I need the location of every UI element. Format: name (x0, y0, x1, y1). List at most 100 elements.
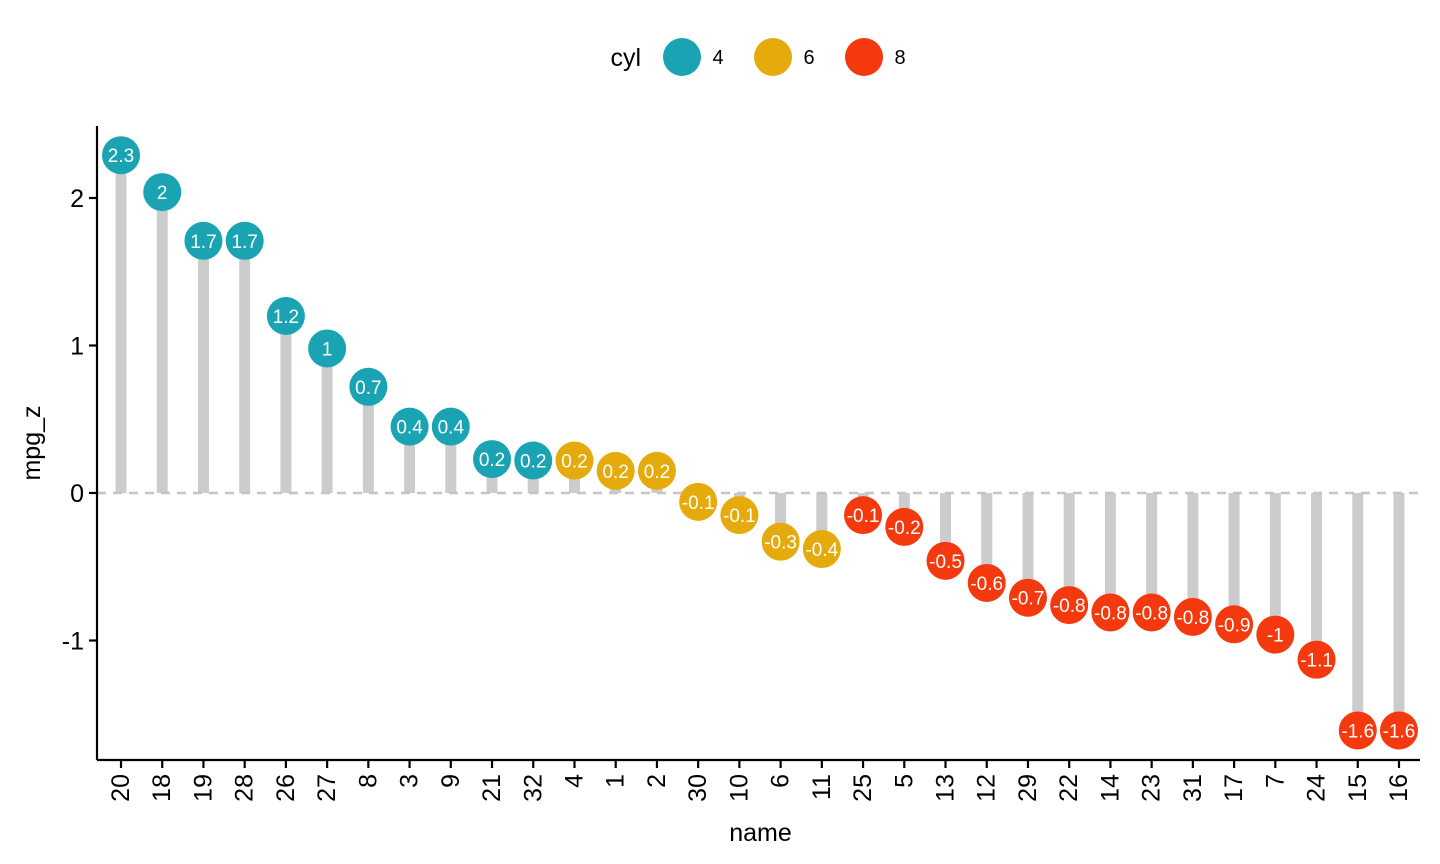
x-axis-label: name (729, 819, 792, 847)
x-tick-label-29: 29 (1014, 774, 1042, 802)
point-label-8: 0.7 (355, 378, 381, 399)
point-label-11: -0.4 (805, 540, 838, 561)
x-tick-label-6: 6 (767, 774, 795, 788)
legend-title: cyl (610, 44, 641, 72)
point-label-12: -0.6 (970, 574, 1003, 595)
point-label-24: -1.1 (1300, 651, 1333, 672)
legend-swatch-cyl-4 (663, 38, 701, 76)
point-label-29: -0.7 (1012, 589, 1045, 610)
point-6 (761, 522, 800, 561)
x-tick-label-25: 25 (849, 774, 877, 802)
point-label-18: 2 (157, 183, 168, 204)
x-tick-label-17: 17 (1220, 774, 1248, 802)
point-label-31: -0.8 (1176, 608, 1209, 629)
point-22 (1050, 586, 1089, 625)
x-tick-label-21: 21 (478, 774, 506, 802)
point-label-1: 0.2 (602, 462, 628, 483)
legend: cyl 4 6 8 (610, 38, 906, 76)
point-14 (1091, 593, 1130, 632)
point-3 (390, 407, 429, 446)
point-12 (967, 563, 1006, 602)
point-29 (1008, 578, 1047, 617)
x-tick-label-15: 15 (1344, 774, 1372, 802)
point-30 (679, 482, 718, 521)
x-tick-label-16: 16 (1385, 774, 1413, 802)
point-label-3: 0.4 (396, 418, 423, 439)
y-axis-label: mpg_z (18, 405, 46, 480)
point-31 (1173, 597, 1212, 636)
y-tick-label-2: 2 (70, 185, 84, 213)
legend-label-cyl-8: 8 (894, 47, 905, 69)
x-tick-label-13: 13 (932, 774, 960, 802)
point-label-21: 0.2 (479, 450, 505, 471)
x-tick-label-10: 10 (725, 774, 753, 802)
point-9 (431, 407, 470, 446)
x-tick-label-18: 18 (148, 774, 176, 802)
point-label-10: -0.1 (723, 506, 756, 527)
point-10 (720, 496, 759, 535)
point-label-13: -0.5 (929, 552, 962, 573)
x-tick-label-14: 14 (1096, 774, 1124, 802)
point-28 (225, 221, 264, 260)
x-tick-label-12: 12 (973, 774, 1001, 802)
x-tick-label-27: 27 (313, 774, 341, 802)
x-tick-label-23: 23 (1138, 774, 1166, 802)
point-label-25: -0.1 (847, 506, 880, 527)
x-tick-label-22: 22 (1055, 774, 1083, 802)
point-25 (844, 496, 883, 535)
x-tick-label-28: 28 (231, 774, 259, 802)
point-label-17: -0.9 (1218, 615, 1251, 636)
point-15 (1338, 711, 1377, 750)
point-19 (184, 221, 223, 260)
point-23 (1132, 593, 1171, 632)
legend-label-cyl-4: 4 (712, 47, 723, 69)
point-27 (308, 329, 347, 368)
x-tick-label-4: 4 (560, 774, 588, 788)
point-label-2: 0.2 (644, 462, 670, 483)
point-13 (926, 541, 965, 580)
point-2 (637, 451, 676, 490)
point-8 (349, 367, 388, 406)
point-label-30: -0.1 (682, 493, 715, 514)
point-label-20: 2.3 (108, 146, 134, 167)
point-4 (555, 441, 594, 480)
legend-label-cyl-6: 6 (803, 47, 814, 69)
point-11 (802, 530, 841, 569)
point-label-16: -1.6 (1383, 721, 1416, 742)
x-tick-label-32: 32 (519, 774, 547, 802)
point-7 (1256, 615, 1295, 654)
y-tick-label-0: 0 (70, 480, 84, 508)
x-tick-label-30: 30 (684, 774, 712, 802)
x-tick-label-7: 7 (1261, 774, 1289, 788)
x-tick-label-8: 8 (354, 774, 382, 788)
point-26 (266, 297, 305, 335)
x-tick-label-31: 31 (1179, 774, 1207, 802)
point-label-15: -1.6 (1341, 721, 1374, 742)
axes: 210-1 20 18 19 28 26 27 8 3 9 21 32 4 1 2 30 10 6 11 25 5 13… (18, 126, 1420, 847)
y-tick-label--1: -1 (62, 628, 84, 656)
point-label-27: 1 (322, 339, 333, 360)
plot-area: 2.3 2 1.7 1.7 1.2 1 0.7 0.4 0.4 0.2 0.2 0.2 0.2 0.2 -0… (97, 136, 1420, 750)
point-label-23: -0.8 (1135, 603, 1168, 624)
x-tick-label-19: 19 (189, 774, 217, 802)
point-18 (143, 173, 182, 212)
point-20 (102, 136, 140, 175)
point-label-32: 0.2 (520, 452, 546, 473)
point-label-26: 1.2 (273, 307, 299, 328)
point-label-14: -0.8 (1094, 603, 1127, 624)
legend-swatch-cyl-6 (754, 38, 792, 76)
x-tick-label-5: 5 (890, 774, 918, 788)
point-21 (473, 440, 512, 479)
x-tick-label-26: 26 (272, 774, 300, 802)
point-24 (1297, 640, 1336, 679)
point-label-5: -0.2 (888, 518, 921, 539)
point-17 (1215, 605, 1254, 644)
point-label-9: 0.4 (438, 418, 465, 439)
point-16 (1380, 711, 1418, 750)
point-32 (514, 441, 553, 480)
x-tick-label-11: 11 (808, 774, 836, 800)
legend-swatch-cyl-8 (845, 38, 883, 76)
y-tick-label-1: 1 (70, 333, 84, 361)
point-1 (596, 451, 635, 490)
